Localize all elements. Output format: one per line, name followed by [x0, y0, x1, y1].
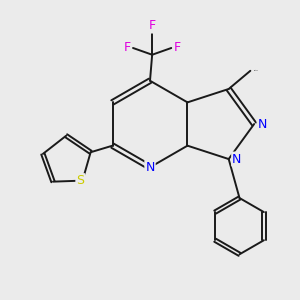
Text: F: F	[173, 41, 181, 55]
Text: N: N	[258, 118, 267, 130]
Text: N: N	[232, 153, 242, 166]
Text: F: F	[148, 19, 156, 32]
Text: S: S	[76, 174, 84, 187]
Text: F: F	[124, 41, 131, 55]
Text: N: N	[145, 161, 155, 174]
Text: methyl: methyl	[254, 69, 259, 70]
